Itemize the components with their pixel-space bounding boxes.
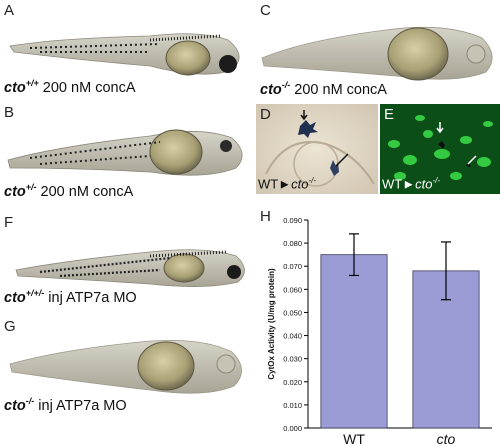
panel-f-genotype: cto: [4, 289, 26, 306]
panel-f-sup: +/+/-: [25, 288, 45, 298]
panel-d-arrow: ►: [278, 176, 292, 192]
panel-g-genotype: cto: [4, 397, 26, 414]
panel-e-label: WT►cto-/-: [382, 176, 440, 191]
panel-c-genotype: cto: [260, 81, 282, 98]
panel-a-genotype: cto: [4, 79, 26, 96]
panel-b-letter: B: [4, 104, 15, 121]
panel-g-sup: -/-: [25, 396, 35, 406]
panel-g-treatment: inj ATP7a MO: [38, 397, 127, 414]
x-tick-label: cto: [437, 431, 456, 446]
panel-g-caption: cto-/- inj ATP7a MO: [4, 396, 127, 414]
y-tick-label: 0.040: [283, 332, 302, 341]
panel-d-donor: WT: [258, 176, 279, 192]
panel-d-letter: D: [260, 106, 271, 123]
zebrafish-b-image: [7, 129, 243, 176]
panel-b: B cto+/- 200 nM concA: [0, 102, 252, 202]
panel-c: C cto-/- 200 nM concA: [256, 0, 500, 102]
zebrafish-a-image: [9, 33, 240, 76]
panel-d-host: cto: [291, 176, 309, 192]
panel-f: F cto+/+/- inj ATP7a MO: [0, 212, 252, 308]
panel-a-letter: A: [4, 2, 15, 19]
panel-a: A cto+/+ 200 nM concA: [0, 0, 252, 100]
panel-b-sup: +/-: [25, 182, 37, 192]
y-tick-label: 0.010: [283, 401, 302, 410]
y-tick-label: 0.090: [283, 216, 302, 225]
y-tick-label: 0.060: [283, 285, 302, 294]
panel-a-treatment: 200 nM concA: [42, 79, 136, 96]
y-tick-label: 0.050: [283, 308, 302, 317]
transplant-fluorescent-image: [380, 104, 500, 194]
panel-e: E WT►cto-/-: [380, 104, 500, 194]
x-tick-label: WT: [343, 431, 365, 446]
panel-a-sup: +/+: [25, 78, 39, 88]
panel-g: G cto-/- inj ATP7a MO: [0, 316, 252, 416]
panel-e-host: cto: [415, 176, 433, 192]
panel-b-treatment: 200 nM concA: [40, 183, 134, 200]
panel-g-letter: G: [4, 318, 16, 335]
y-tick-label: 0.020: [283, 378, 302, 387]
zebrafish-f-image: [15, 249, 245, 287]
panel-e-host-sup: -/-: [432, 176, 440, 185]
panel-b-genotype: cto: [4, 183, 26, 200]
panel-a-caption: cto+/+ 200 nM concA: [4, 78, 136, 96]
panel-h-letter: H: [260, 208, 271, 225]
zebrafish-c-image: [261, 26, 493, 81]
panel-c-sup: -/-: [281, 80, 291, 90]
panel-d: D WT►cto-/-: [256, 104, 378, 194]
transplant-brightfield-image: [256, 104, 378, 194]
panel-d-host-sup: -/-: [308, 176, 316, 185]
panel-e-arrow: ►: [402, 176, 416, 192]
y-tick-label: 0.080: [283, 239, 302, 248]
panel-c-letter: C: [260, 2, 271, 19]
panel-d-label: WT►cto-/-: [258, 176, 316, 191]
y-tick-label: 0.070: [283, 262, 302, 271]
panel-b-caption: cto+/- 200 nM concA: [4, 182, 133, 200]
y-tick-label: 0.030: [283, 355, 302, 364]
panel-c-treatment: 200 nM concA: [294, 81, 387, 98]
y-axis-label: CytOx Activity (U/mg protein): [267, 268, 276, 380]
cytox-bar-chart: 0.000 0.010 0.020 0.030 0.040 0.050 0.060 0.070…: [267, 216, 492, 446]
panel-f-letter: F: [4, 214, 14, 231]
panel-f-treatment: inj ATP7a MO: [48, 289, 137, 306]
panel-h: H 0.000 0.010 0.020 0.030 0.040 0.050 0.060 0.0…: [256, 206, 500, 446]
zebrafish-g-image: [9, 339, 242, 394]
panel-e-donor: WT: [382, 176, 403, 192]
panel-c-caption: cto-/- 200 nM concA: [260, 80, 387, 98]
panel-f-caption: cto+/+/- inj ATP7a MO: [4, 288, 137, 306]
y-tick-label: 0.000: [283, 424, 302, 433]
panel-e-letter: E: [384, 106, 395, 123]
bar-wt: [320, 254, 388, 429]
